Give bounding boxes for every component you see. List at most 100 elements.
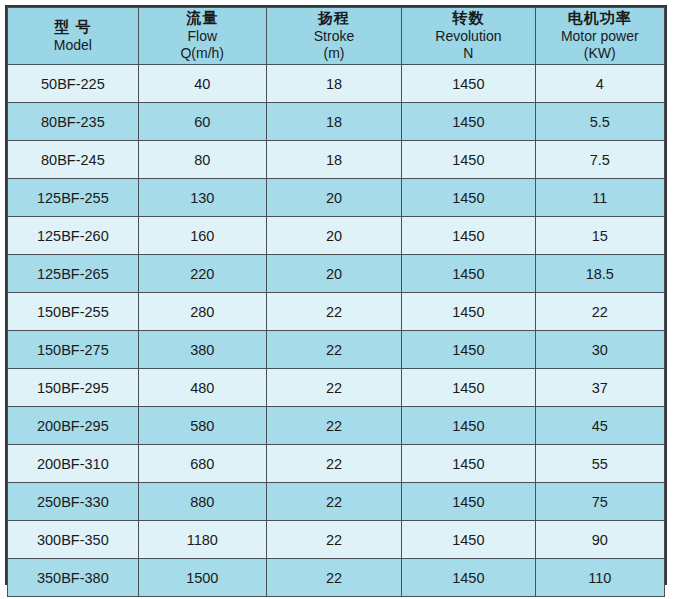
cell-motor_power: 90 <box>535 521 664 559</box>
cell-revolution: 1450 <box>402 483 535 521</box>
cell-model: 125BF-265 <box>8 255 139 293</box>
cell-motor_power: 5.5 <box>535 103 664 141</box>
cell-flow: 380 <box>138 331 266 369</box>
column-header-model-line: Model <box>8 37 138 55</box>
table-row: 80BF-245801814507.5 <box>8 141 665 179</box>
column-header-motor_power-line: 电机功率 <box>536 9 664 28</box>
cell-stroke: 18 <box>266 141 401 179</box>
column-header-revolution-line: N <box>402 45 534 63</box>
cell-revolution: 1450 <box>402 407 535 445</box>
cell-stroke: 22 <box>266 445 401 483</box>
column-header-flow-line: Q(m/h) <box>139 45 266 63</box>
cell-revolution: 1450 <box>402 179 535 217</box>
column-header-flow-line: Flow <box>139 28 266 46</box>
cell-revolution: 1450 <box>402 559 535 597</box>
header-row: 型 号Model流量FlowQ(m/h)扬程Stroke(m)转数Revolut… <box>8 8 665 65</box>
cell-motor_power: 55 <box>535 445 664 483</box>
cell-model: 150BF-255 <box>8 293 139 331</box>
cell-flow: 80 <box>138 141 266 179</box>
cell-motor_power: 30 <box>535 331 664 369</box>
cell-flow: 1500 <box>138 559 266 597</box>
table-row: 350BF-3801500221450110 <box>8 559 665 597</box>
cell-stroke: 18 <box>266 65 401 103</box>
cell-motor_power: 110 <box>535 559 664 597</box>
column-header-motor_power-line: (KW) <box>536 45 664 63</box>
cell-stroke: 22 <box>266 293 401 331</box>
cell-motor_power: 15 <box>535 217 664 255</box>
cell-stroke: 22 <box>266 559 401 597</box>
cell-model: 150BF-295 <box>8 369 139 407</box>
cell-model: 150BF-275 <box>8 331 139 369</box>
table-body: 50BF-22540181450480BF-235601814505.580BF… <box>8 65 665 597</box>
table-row: 150BF-29548022145037 <box>8 369 665 407</box>
table-row: 50BF-225401814504 <box>8 65 665 103</box>
cell-stroke: 20 <box>266 217 401 255</box>
table-row: 125BF-26522020145018.5 <box>8 255 665 293</box>
cell-flow: 130 <box>138 179 266 217</box>
cell-motor_power: 18.5 <box>535 255 664 293</box>
table-row: 250BF-33088022145075 <box>8 483 665 521</box>
cell-flow: 40 <box>138 65 266 103</box>
cell-revolution: 1450 <box>402 103 535 141</box>
cell-stroke: 22 <box>266 331 401 369</box>
cell-model: 80BF-235 <box>8 103 139 141</box>
cell-revolution: 1450 <box>402 293 535 331</box>
table-row: 200BF-29558022145045 <box>8 407 665 445</box>
cell-motor_power: 22 <box>535 293 664 331</box>
cell-motor_power: 75 <box>535 483 664 521</box>
column-header-flow: 流量FlowQ(m/h) <box>138 8 266 65</box>
cell-motor_power: 37 <box>535 369 664 407</box>
cell-model: 200BF-295 <box>8 407 139 445</box>
column-header-motor_power: 电机功率Motor power(KW) <box>535 8 664 65</box>
table-row: 125BF-25513020145011 <box>8 179 665 217</box>
cell-stroke: 22 <box>266 521 401 559</box>
cell-revolution: 1450 <box>402 141 535 179</box>
column-header-revolution-line: Revolution <box>402 28 534 46</box>
cell-stroke: 20 <box>266 255 401 293</box>
table-row: 150BF-25528022145022 <box>8 293 665 331</box>
cell-flow: 680 <box>138 445 266 483</box>
table-row: 80BF-235601814505.5 <box>8 103 665 141</box>
cell-stroke: 22 <box>266 483 401 521</box>
cell-stroke: 20 <box>266 179 401 217</box>
table-row: 125BF-26016020145015 <box>8 217 665 255</box>
spec-table: 型 号Model流量FlowQ(m/h)扬程Stroke(m)转数Revolut… <box>7 7 665 597</box>
cell-revolution: 1450 <box>402 331 535 369</box>
cell-flow: 1180 <box>138 521 266 559</box>
table-row: 300BF-350118022145090 <box>8 521 665 559</box>
column-header-stroke-line: Stroke <box>267 28 401 46</box>
column-header-stroke-line: 扬程 <box>267 9 401 28</box>
cell-revolution: 1450 <box>402 521 535 559</box>
cell-stroke: 22 <box>266 407 401 445</box>
column-header-stroke-line: (m) <box>267 45 401 63</box>
cell-flow: 220 <box>138 255 266 293</box>
cell-stroke: 22 <box>266 369 401 407</box>
cell-flow: 60 <box>138 103 266 141</box>
table-row: 150BF-27538022145030 <box>8 331 665 369</box>
cell-revolution: 1450 <box>402 217 535 255</box>
column-header-flow-line: 流量 <box>139 9 266 28</box>
column-header-motor_power-line: Motor power <box>536 28 664 46</box>
column-header-revolution-line: 转数 <box>402 9 534 28</box>
cell-flow: 580 <box>138 407 266 445</box>
cell-model: 125BF-255 <box>8 179 139 217</box>
cell-model: 125BF-260 <box>8 217 139 255</box>
cell-motor_power: 7.5 <box>535 141 664 179</box>
cell-model: 50BF-225 <box>8 65 139 103</box>
table-row: 200BF-31068022145055 <box>8 445 665 483</box>
table-header: 型 号Model流量FlowQ(m/h)扬程Stroke(m)转数Revolut… <box>8 8 665 65</box>
column-header-model: 型 号Model <box>8 8 139 65</box>
column-header-revolution: 转数RevolutionN <box>402 8 535 65</box>
cell-motor_power: 11 <box>535 179 664 217</box>
column-header-model-line: 型 号 <box>8 18 138 37</box>
cell-flow: 480 <box>138 369 266 407</box>
cell-flow: 880 <box>138 483 266 521</box>
cell-motor_power: 45 <box>535 407 664 445</box>
cell-model: 300BF-350 <box>8 521 139 559</box>
cell-model: 250BF-330 <box>8 483 139 521</box>
pump-spec-table: 型 号Model流量FlowQ(m/h)扬程Stroke(m)转数Revolut… <box>5 5 667 585</box>
cell-flow: 160 <box>138 217 266 255</box>
cell-revolution: 1450 <box>402 255 535 293</box>
cell-model: 200BF-310 <box>8 445 139 483</box>
cell-revolution: 1450 <box>402 65 535 103</box>
